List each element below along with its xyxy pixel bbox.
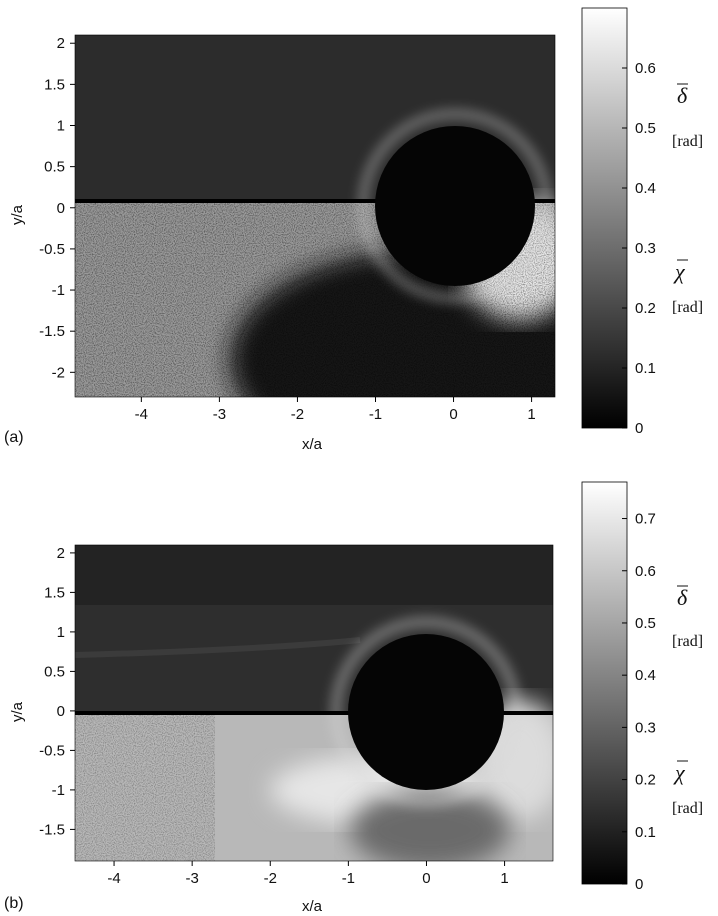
colorbar-a-ticks: 0 0.1 0.2 0.3 0.4 0.5 0.6 [622,60,656,437]
chi-unit-a: [rad] [672,299,703,316]
x-tick-label: -4 [135,406,148,423]
colorbar-tick-label: 0.4 [635,667,656,684]
y-tick-label: 0 [57,200,65,217]
y-axis-label-b: y/a [9,701,26,722]
cylinder-b [348,634,504,790]
delta-unit-b: [rad] [672,633,703,650]
x-axis-label-a: x/a [302,436,323,453]
colorbar-tick-label: 0.6 [635,563,656,580]
panel-b-ticks: -4 -3 -2 -1 0 1 2 1.5 1 0.5 0 -0.5 -1 -1.5 [39,545,509,887]
y-tick-label: -0.5 [39,742,65,759]
cylinder-a [375,126,535,286]
panel-b: -4 -3 -2 -1 0 1 2 1.5 1 0.5 0 -0.5 -1 -1.5 x/a y/a (b… [4,481,703,915]
x-tick-label: 1 [500,870,508,887]
y-tick-label: -1.5 [39,821,65,838]
delta-unit-a: [rad] [672,133,703,150]
y-tick-label: 1.5 [44,584,65,601]
y-tick-label: 1 [57,118,65,135]
chi-symbol-a: χ [673,259,686,284]
x-tick-label: 0 [449,406,457,423]
colorbar-tick-label: 0.1 [635,360,656,377]
delta-symbol-a: δ [677,83,688,108]
colorbar-tick-label: 0.1 [635,824,656,841]
x-tick-label: -2 [264,870,277,887]
x-axis-label-b: x/a [302,898,323,915]
colorbar-tick-label: 0.5 [635,120,656,137]
colorbar-b [581,481,628,885]
panel-a-ticks: -4 -3 -2 -1 0 1 2 1.5 1 0.5 0 -0.5 -1 -1.5 -2 [39,35,536,423]
panel-label-b: (b) [4,895,24,912]
y-tick-label: 0 [57,703,65,720]
x-tick-label: -3 [185,870,198,887]
chi-unit-b: [rad] [672,800,703,817]
panel-a-image [75,35,555,397]
colorbar-b-ticks: 0 0.1 0.2 0.3 0.4 0.5 0.6 0.7 [622,511,656,893]
y-tick-label: 1 [57,624,65,641]
panel-b-image [75,545,553,861]
colorbar-tick-label: 0.4 [635,180,656,197]
panel-label-a: (a) [4,429,24,446]
colorbar-tick-label: 0.5 [635,615,656,632]
x-tick-label: -4 [107,870,120,887]
colorbar-tick-label: 0 [635,420,643,437]
panel-a: -4 -3 -2 -1 0 121.510.50-0.5-1-1.5-2 x/a y/a … [4,7,703,453]
colorbar-tick-label: 0.7 [635,511,656,528]
x-tick-label: -1 [342,870,355,887]
colorbar-tick-label: 0 [635,876,643,893]
colorbar-tick-label: 0.2 [635,300,656,317]
colorbar-tick-label: 0.3 [635,240,656,257]
y-tick-label: -2 [52,364,65,381]
y-tick-label: 0.5 [44,663,65,680]
x-tick-label: 0 [422,870,430,887]
x-tick-label: -2 [291,406,304,423]
y-tick-label: -1.5 [39,323,65,340]
y-tick-label: 2 [57,35,65,52]
y-tick-label: -1 [52,782,65,799]
chi-symbol-b: χ [673,760,686,785]
y-tick-label: 0.5 [44,159,65,176]
x-tick-label: 1 [527,406,535,423]
y-tick-label: -0.5 [39,241,65,258]
x-tick-label: -1 [369,406,382,423]
y-axis-label-a: y/a [9,204,26,225]
y-tick-label: -1 [52,282,65,299]
colorbar-tick-label: 0.3 [635,719,656,736]
delta-symbol-b: δ [677,585,688,610]
y-tick-label: 1.5 [44,76,65,93]
x-tick-label: -3 [213,406,226,423]
colorbar-a [581,7,628,429]
colorbar-tick-label: 0.6 [635,60,656,77]
y-tick-label: 2 [57,545,65,562]
colorbar-tick-label: 0.2 [635,772,656,789]
